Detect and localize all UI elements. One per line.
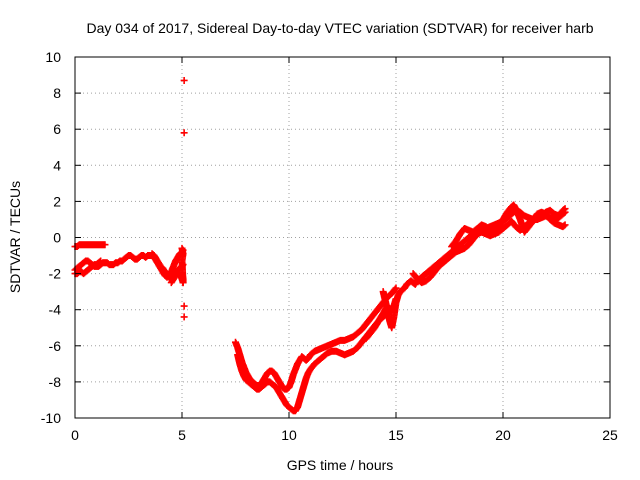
data-point: [561, 221, 569, 229]
x-tick-label: 25: [602, 427, 618, 443]
data-point: [392, 284, 400, 292]
data-point: [392, 295, 400, 303]
data-point: [561, 205, 569, 213]
x-axis-label: GPS time / hours: [287, 457, 394, 473]
y-tick-label: 6: [53, 121, 61, 137]
y-tick-label: 8: [53, 85, 61, 101]
data-point: [178, 244, 186, 252]
y-tick-label: -4: [49, 302, 62, 318]
y-tick-label: -6: [49, 338, 62, 354]
y-tick-label: 2: [53, 193, 61, 209]
data-point: [96, 258, 104, 266]
y-tick-label: -10: [41, 410, 61, 426]
data-points: [71, 76, 569, 415]
x-tick-label: 0: [71, 427, 79, 443]
data-point: [560, 206, 568, 214]
data-point: [97, 257, 105, 265]
x-tick-label: 10: [281, 427, 297, 443]
data-point: [180, 76, 188, 84]
data-point: [180, 313, 188, 321]
data-point: [180, 129, 188, 137]
data-point: [180, 302, 188, 310]
y-tick-label: 0: [53, 230, 61, 246]
data-point: [391, 285, 399, 293]
x-tick-label: 20: [495, 427, 511, 443]
y-tick-label: -8: [49, 374, 62, 390]
y-axis-label: SDTVAR / TECUs: [7, 181, 23, 293]
grid: [75, 57, 610, 418]
y-tick-label: -2: [49, 266, 62, 282]
data-point: [101, 241, 109, 249]
y-tick-label: 10: [45, 49, 61, 65]
x-tick-label: 15: [388, 427, 404, 443]
axis-ticks: 0 5 10 15 20 25 -10 -8 -6 -4 -2 0 2 4 6 8 10: [41, 49, 618, 443]
x-tick-label: 5: [178, 427, 186, 443]
chart-title: Day 034 of 2017, Sidereal Day-to-day VTE…: [86, 20, 593, 36]
data-point: [560, 222, 568, 230]
y-tick-label: 4: [53, 157, 61, 173]
